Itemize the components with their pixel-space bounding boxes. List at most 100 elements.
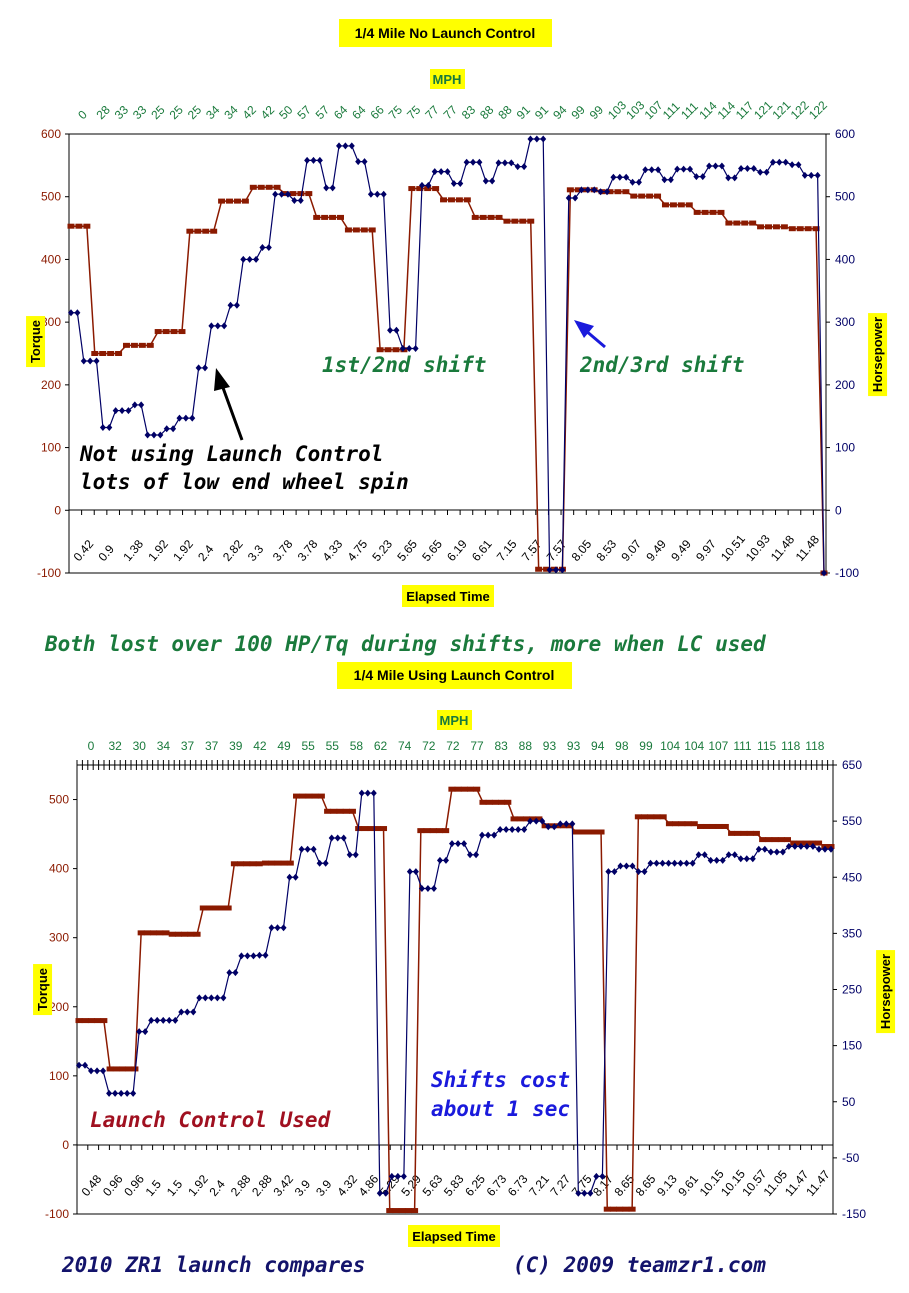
horsepower-point [641,868,648,876]
torque-point [473,786,481,792]
horsepower-point [515,826,522,834]
torque-point [574,187,582,193]
horsepower-point [527,135,534,143]
horsepower-point [497,826,504,834]
time-tick-label: 8.65 [611,1172,637,1199]
torque-point [454,786,462,792]
horsepower-point [87,357,94,365]
horsepower-point [136,1028,143,1036]
torque-point [717,209,725,215]
horsepower-point [393,326,400,334]
time-tick-label: 5.23 [369,537,395,564]
torque-point [249,184,257,190]
time-tick-label: 9.49 [668,537,694,564]
chart2-title: 1/4 Mile Using Launch Control [354,667,555,683]
annotation-2nd-3rd-shift: 2nd/3rd shift [579,353,744,377]
left-tick-label: 500 [49,793,69,807]
torque-point [429,828,437,834]
horsepower-point [719,856,726,864]
horsepower-point [648,166,655,174]
torque-point [392,347,400,353]
horsepower-point [587,1189,594,1197]
torque-point [187,931,195,937]
horsepower-point [334,834,341,842]
horsepower-point [706,162,713,170]
mph-tick-label: 104 [684,739,704,753]
horsepower-point [272,190,279,198]
torque-point [265,184,273,190]
mph-tick-label: 75 [386,103,406,123]
time-tick-label: 1.92 [170,537,196,564]
horsepower-point [278,190,285,198]
left-tick-label: 600 [41,127,61,141]
horsepower-point [76,1061,82,1069]
torque-point [757,224,765,230]
horsepower-point [99,424,106,432]
torque-point [174,931,182,937]
mph-tick-label: 104 [660,739,680,753]
horsepower-point [509,826,516,834]
horsepower-point [611,868,618,876]
horsepower-point [138,401,145,409]
mph-tick-label: 94 [591,739,605,753]
torque-point [638,193,646,199]
time-tick-label: 9.13 [654,1172,680,1199]
torque-point [226,198,234,204]
mph-tick-label: 25 [185,103,205,123]
horsepower-point [701,851,708,859]
horsepower-point [131,401,138,409]
horsepower-point [559,566,566,574]
horsepower-point [150,431,157,439]
torque-point [685,202,693,208]
horsepower-point [436,856,443,864]
horsepower-point [629,178,636,186]
horsepower-point [575,1189,582,1197]
horsepower-point [769,158,776,166]
left-tick-label: 100 [41,441,61,455]
horsepower-point [425,181,432,189]
torque-point [498,799,506,805]
horsepower-point [124,1089,131,1097]
torque-point [752,830,760,836]
torque-point [344,227,352,233]
left-tick-label: 500 [41,190,61,204]
horsepower-point [374,190,381,198]
torque-point [721,823,729,829]
horsepower-point [503,826,510,834]
torque-point [137,930,145,936]
mph-tick-label: 30 [133,739,147,753]
horsepower-point [545,823,552,831]
mph-tick-label: 28 [93,103,113,123]
horsepower-point [667,176,674,184]
torque-point [125,1066,133,1072]
right-tick-label: 550 [842,814,862,828]
horsepower-point [202,364,209,372]
horsepower-point [677,859,684,867]
mph-tick-label: 83 [459,103,479,123]
horsepower-point [238,952,245,960]
horsepower-point [298,845,305,853]
horsepower-point [623,173,630,181]
horsepower-point [635,178,642,186]
chart2-torque-label: Torque [33,963,53,1016]
torque-point [255,861,263,867]
torque-point [661,202,669,208]
horsepower-point [160,1016,167,1024]
horsepower-point [551,823,558,831]
torque-point [150,930,158,936]
torque-point [733,220,741,226]
horsepower-point [214,994,221,1002]
mph-tick-label: 62 [374,739,388,753]
torque-point [460,786,468,792]
time-tick-label: 6.61 [469,537,495,564]
horsepower-point [552,566,559,574]
torque-point [628,1206,636,1212]
time-tick-label: 5.65 [419,537,445,564]
torque-point [329,214,337,220]
horsepower-point [268,924,275,932]
torque-point [471,214,479,220]
horsepower-point [495,159,502,167]
time-tick-label: 1.5 [164,1177,186,1199]
mph-tick-label: 77 [422,103,442,123]
torque-point [678,821,686,827]
